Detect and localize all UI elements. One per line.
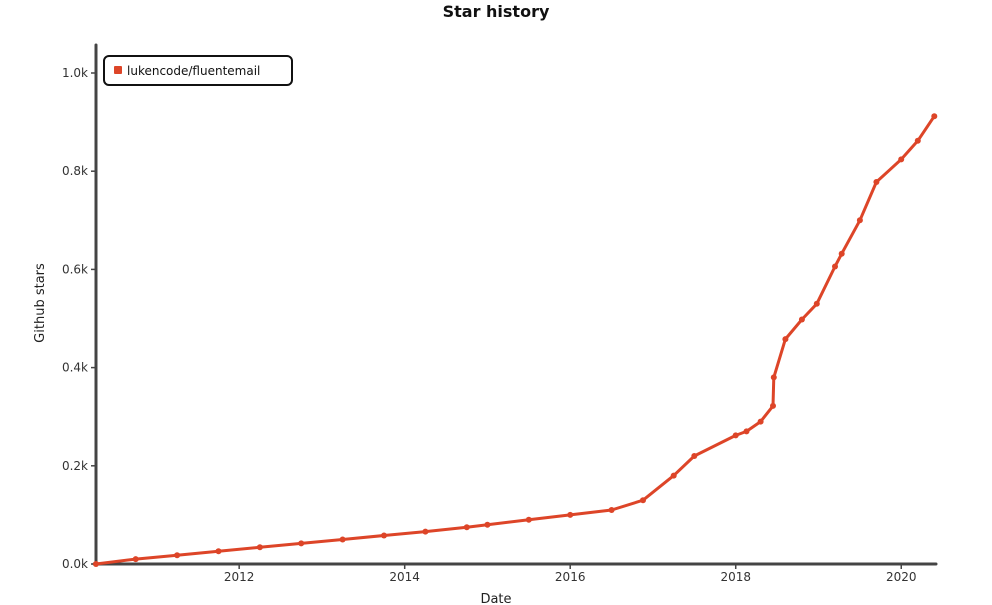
legend-label: lukencode/fluentemail: [127, 64, 260, 78]
legend-box: [103, 55, 293, 86]
data-point: [743, 428, 750, 435]
data-point: [813, 300, 820, 307]
data-point: [422, 528, 429, 535]
y-ticks: 0.0k 0.2k 0.4k 0.6k 0.8k 1.0k: [62, 66, 96, 571]
chart-title: Star history: [443, 2, 550, 21]
data-point: [770, 374, 777, 381]
data-point: [132, 556, 139, 563]
data-point: [770, 402, 776, 409]
data-point: [914, 137, 921, 144]
x-axis-label: Date: [480, 592, 511, 605]
x-tick-label: 2016: [555, 570, 586, 584]
x-ticks: 2012 2014 2016 2018 2020: [224, 564, 917, 584]
y-tick-label: 0.8k: [62, 164, 88, 178]
x-tick-label: 2012: [224, 570, 255, 584]
data-point: [525, 516, 532, 523]
data-point: [732, 432, 739, 439]
data-point: [298, 540, 305, 547]
data-point: [608, 507, 615, 513]
data-point: [873, 179, 880, 185]
data-point: [856, 217, 863, 224]
data-point: [798, 316, 805, 323]
y-tick-label: 0.0k: [62, 557, 88, 571]
y-tick-label: 1.0k: [62, 66, 88, 80]
data-point: [256, 544, 263, 551]
y-tick-label: 0.4k: [62, 361, 88, 375]
x-tick-label: 2018: [720, 570, 751, 584]
plot-area: [93, 113, 938, 567]
data-point: [640, 497, 646, 504]
data-point: [838, 250, 845, 257]
x-tick-label: 2020: [886, 570, 917, 584]
data-point: [215, 548, 222, 555]
data-point: [93, 561, 99, 567]
x-tick-label: 2014: [389, 570, 420, 584]
data-point: [670, 472, 677, 479]
data-point: [898, 156, 905, 163]
data-point: [174, 552, 181, 559]
y-tick-label: 0.2k: [62, 459, 88, 473]
data-point: [832, 263, 838, 270]
data-point: [567, 511, 574, 518]
data-point: [782, 336, 789, 343]
axes: [92, 43, 938, 566]
y-tick-label: 0.6k: [62, 262, 88, 276]
y-axis-label: Github stars: [33, 263, 48, 343]
data-point: [339, 536, 346, 543]
legend: lukencode/fluentemail: [103, 55, 293, 86]
data-point: [757, 418, 764, 425]
legend-swatch: [114, 66, 122, 74]
series-line: [94, 114, 936, 566]
data-point: [381, 532, 387, 539]
data-point: [484, 521, 491, 528]
data-point: [463, 524, 470, 531]
data-point: [691, 453, 698, 459]
data-point: [931, 113, 938, 120]
